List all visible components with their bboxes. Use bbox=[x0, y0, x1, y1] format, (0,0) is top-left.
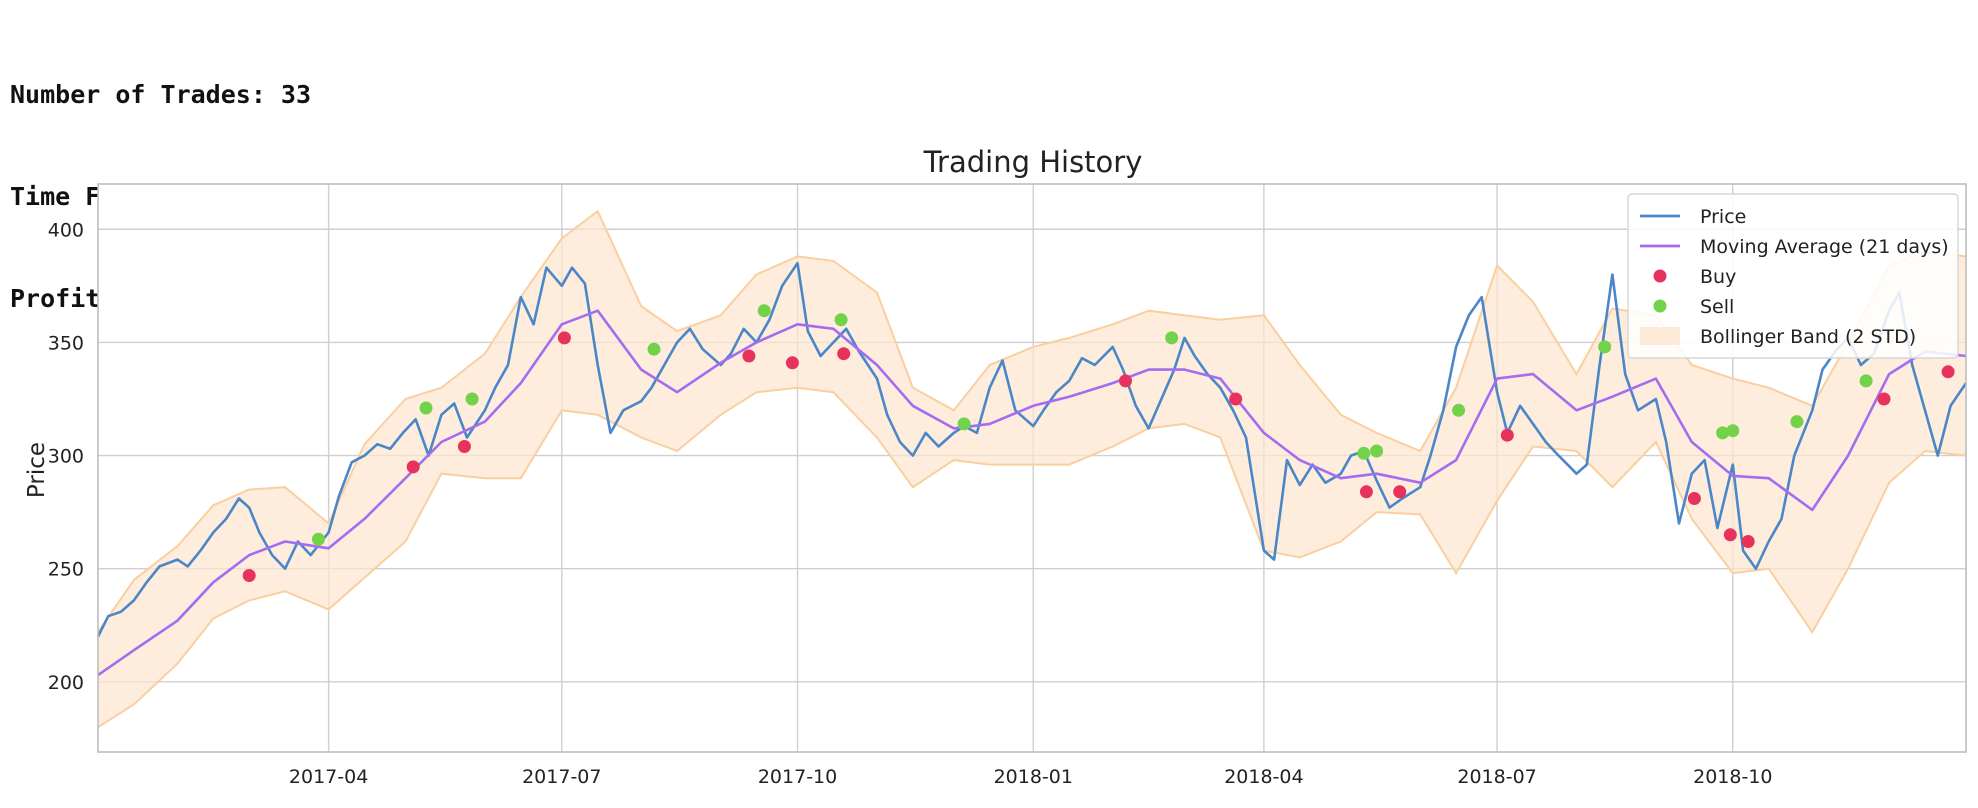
buy-marker bbox=[1229, 392, 1243, 406]
legend-label-buy: Buy bbox=[1700, 266, 1736, 288]
sell-marker bbox=[1598, 340, 1612, 354]
buy-marker bbox=[785, 356, 799, 370]
buy-marker bbox=[1741, 535, 1755, 548]
trades-count-line: Number of Trades: 33 bbox=[10, 80, 312, 109]
plot-frame bbox=[97, 183, 1967, 753]
buy-marker bbox=[406, 460, 420, 474]
buy-marker bbox=[1359, 485, 1373, 499]
bollinger-band-lower bbox=[97, 386, 1967, 728]
moving-average-line bbox=[97, 309, 1967, 677]
buy-marker bbox=[742, 349, 756, 363]
buy-marker bbox=[1119, 374, 1132, 388]
buy-marker bbox=[242, 569, 256, 582]
price-line bbox=[96, 261, 1968, 638]
sell-marker bbox=[757, 304, 771, 318]
sell-marker bbox=[1357, 446, 1371, 460]
sell-marker bbox=[834, 313, 848, 327]
chart-title: Trading History bbox=[923, 145, 1143, 179]
sell-marker bbox=[419, 401, 433, 415]
sell-marker bbox=[1370, 444, 1384, 458]
legend-swatch-buy bbox=[1653, 269, 1667, 283]
legend: Price Moving Average (21 days) Buy Sell Boll… bbox=[1627, 193, 1959, 359]
buy-marker bbox=[1941, 365, 1955, 379]
legend-label-bollinger-band: Bollinger Band (2 STD) bbox=[1700, 326, 1916, 348]
sell-marker bbox=[1165, 331, 1179, 345]
x-tick-label: 2017-10 bbox=[758, 766, 837, 788]
legend-label-price: Price bbox=[1700, 206, 1746, 228]
legend-label-moving-average: Moving Average (21 days) bbox=[1700, 236, 1949, 258]
buy-marker bbox=[1877, 392, 1891, 406]
buy-marker bbox=[457, 440, 471, 453]
buy-marker bbox=[1393, 485, 1407, 499]
y-tick-label: 350 bbox=[48, 332, 84, 354]
buy-marker bbox=[1723, 528, 1737, 542]
x-tick-label: 2018-04 bbox=[1224, 766, 1303, 788]
legend-swatch-sell bbox=[1653, 299, 1667, 313]
y-tick-label: 300 bbox=[48, 446, 84, 468]
sell-marker bbox=[1726, 424, 1740, 438]
y-tick-label: 400 bbox=[48, 219, 84, 241]
buy-marker bbox=[557, 331, 571, 345]
legend-box bbox=[1627, 193, 1959, 359]
sell-marker bbox=[957, 417, 971, 431]
sell-marker bbox=[311, 532, 325, 546]
x-tick-label: 2018-01 bbox=[994, 766, 1073, 788]
sell-marker bbox=[1859, 374, 1873, 388]
sell-marker bbox=[465, 392, 479, 406]
sell-marker bbox=[647, 342, 661, 356]
sell-marker bbox=[1716, 426, 1730, 440]
legend-swatch-bollinger-band bbox=[1640, 327, 1680, 345]
y-axis-label: Price bbox=[24, 442, 50, 498]
x-tick-label: 2017-07 bbox=[522, 766, 601, 788]
sell-marker bbox=[1790, 415, 1804, 429]
x-tick-label: 2017-04 bbox=[289, 766, 368, 788]
y-tick-label: 250 bbox=[48, 559, 84, 581]
buy-marker bbox=[837, 347, 851, 361]
legend-label-sell: Sell bbox=[1700, 296, 1734, 318]
x-tick-label: 2018-10 bbox=[1693, 766, 1772, 788]
sell-marker bbox=[1452, 403, 1466, 417]
y-tick-label: 200 bbox=[48, 672, 84, 694]
buy-marker bbox=[1687, 492, 1701, 505]
buy-marker bbox=[1500, 428, 1514, 442]
x-tick-label: 2018-07 bbox=[1457, 766, 1536, 788]
